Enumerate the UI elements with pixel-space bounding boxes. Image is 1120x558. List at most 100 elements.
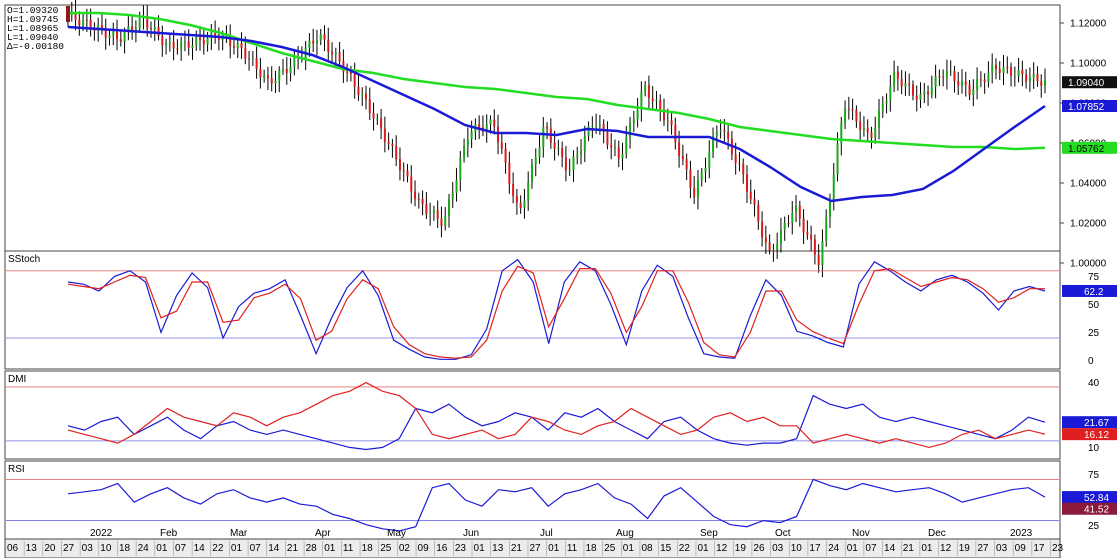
price-bar-body	[1040, 81, 1043, 86]
price-bar	[447, 193, 450, 228]
price-bar-body	[127, 26, 130, 33]
price-bar-body	[742, 163, 745, 175]
price-bar	[383, 116, 386, 153]
price-bar	[938, 69, 941, 86]
price-bar-body	[655, 99, 658, 102]
price-bar-body	[847, 108, 850, 110]
price-bar-body	[927, 91, 930, 95]
price-bar-body	[855, 109, 858, 122]
price-bar-body	[972, 89, 975, 96]
price-bar	[632, 110, 635, 133]
price-bar-body	[123, 32, 126, 42]
x-day-label: 18	[362, 543, 374, 554]
price-bar	[866, 119, 869, 143]
x-day-label: 10	[100, 543, 112, 554]
price-bar	[874, 116, 877, 144]
price-bar	[953, 65, 956, 93]
price-bar	[1040, 74, 1043, 98]
price-bar	[361, 87, 364, 106]
price-bar-body	[104, 29, 107, 38]
price-bar-body	[768, 242, 771, 251]
x-day-label: 01	[921, 543, 933, 554]
price-bar-body	[380, 118, 383, 129]
price-bar-body	[640, 91, 643, 110]
x-day-label: 25	[380, 543, 392, 554]
price-bar	[1032, 62, 1035, 89]
price-bar-body	[625, 137, 628, 155]
x-day-label: 25	[604, 543, 616, 554]
price-bar-body	[670, 120, 673, 125]
price-bar	[451, 182, 454, 208]
x-day-label: 14	[884, 543, 896, 554]
price-bar-body	[410, 176, 413, 192]
price-bar-body	[546, 126, 549, 129]
price-bar	[764, 225, 767, 254]
x-day-label: 24	[138, 543, 150, 554]
price-bar	[1013, 66, 1016, 87]
price-bar	[568, 158, 571, 177]
x-day-label: 27	[977, 543, 989, 554]
price-bar-body	[331, 51, 334, 55]
price-bar	[904, 71, 907, 96]
price-bar-body	[1032, 73, 1035, 79]
price-bar-body	[523, 200, 526, 208]
ohlc-marker	[66, 6, 70, 22]
price-bar-body	[712, 136, 715, 153]
x-day-label: 18	[585, 543, 597, 554]
price-bar	[315, 29, 318, 56]
price-bar	[534, 148, 537, 177]
price-bar	[380, 109, 383, 140]
price-bar	[945, 59, 948, 90]
price-bar	[757, 200, 760, 230]
price-bar-body	[451, 192, 454, 200]
x-day-label: 09	[418, 543, 430, 554]
price-bar	[248, 50, 251, 71]
price-bar-body	[444, 215, 447, 227]
x-day-label: 10	[791, 543, 803, 554]
price-bar-body	[493, 119, 496, 127]
price-bar	[768, 234, 771, 255]
price-bar	[825, 209, 828, 247]
price-bar	[753, 189, 756, 217]
price-bar	[919, 82, 922, 108]
price-bar-body	[851, 108, 854, 110]
price-bar-body	[900, 78, 903, 87]
price-bar-body	[497, 126, 500, 143]
price-bar	[651, 86, 654, 111]
x-day-label: 03	[82, 543, 94, 554]
x-day-label: 07	[175, 543, 187, 554]
price-bar	[398, 147, 401, 181]
price-bar	[911, 80, 914, 101]
price-bar	[896, 65, 899, 91]
price-bar	[153, 19, 156, 41]
price-bar-body	[787, 222, 790, 224]
price-bar-body	[949, 71, 952, 73]
x-month-label: Mar	[230, 528, 248, 539]
price-bar	[500, 133, 503, 155]
price-bar-body	[651, 98, 654, 102]
price-bar	[263, 69, 266, 83]
price-bar	[942, 69, 945, 87]
rsi-panel-frame	[4, 460, 1061, 540]
last-price-tag-bg	[1062, 76, 1117, 89]
price-bar	[538, 135, 541, 164]
price-bar	[991, 53, 994, 84]
price-bar-body	[172, 42, 175, 49]
x-axis: 2022 Feb Mar Apr May Jun Jul Aug Sep Oct Nov Dec 202…	[5, 528, 1064, 556]
price-bar-body	[282, 68, 285, 71]
price-bar	[930, 75, 933, 99]
price-bar	[1044, 68, 1046, 94]
price-bar-body	[821, 241, 824, 266]
panel-value-tag-bg	[1062, 428, 1117, 441]
price-bar	[470, 120, 473, 149]
price-bar	[625, 125, 628, 159]
price-bar-body	[727, 131, 730, 139]
x-day-label: 13	[26, 543, 38, 554]
x-day-label: 19	[959, 543, 971, 554]
price-bar-body	[383, 128, 386, 142]
price-bar-body	[327, 39, 330, 52]
x-month-label: 2022	[90, 528, 113, 539]
price-bar	[187, 29, 190, 56]
price-bar-body	[436, 210, 439, 219]
